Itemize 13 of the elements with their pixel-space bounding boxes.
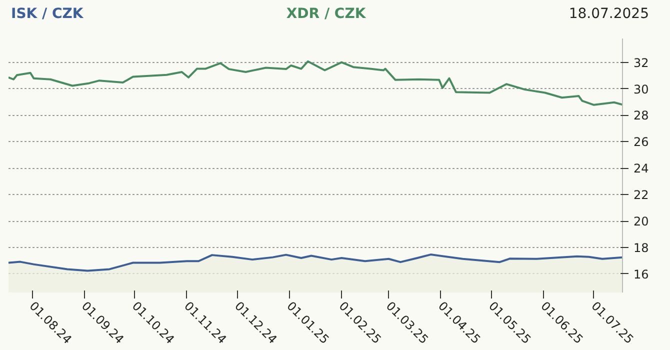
y-tick-label: 28 xyxy=(634,108,649,123)
y-tick-label: 18 xyxy=(634,241,649,256)
y-tick-label: 22 xyxy=(634,188,649,202)
y-tick-label: 26 xyxy=(634,135,649,150)
line-series xyxy=(8,60,622,106)
text: 18.07.2025 xyxy=(568,5,649,23)
text: ISK / CZK xyxy=(11,5,84,23)
y-tick-label: 20 xyxy=(634,214,649,229)
y-tick-label: 30 xyxy=(634,82,649,96)
text: XDR / CZK xyxy=(286,5,366,23)
y-tick-label: 32 xyxy=(634,56,649,70)
y-tick-label: 16 xyxy=(634,267,649,282)
y-tick-label: 24 xyxy=(634,162,649,176)
